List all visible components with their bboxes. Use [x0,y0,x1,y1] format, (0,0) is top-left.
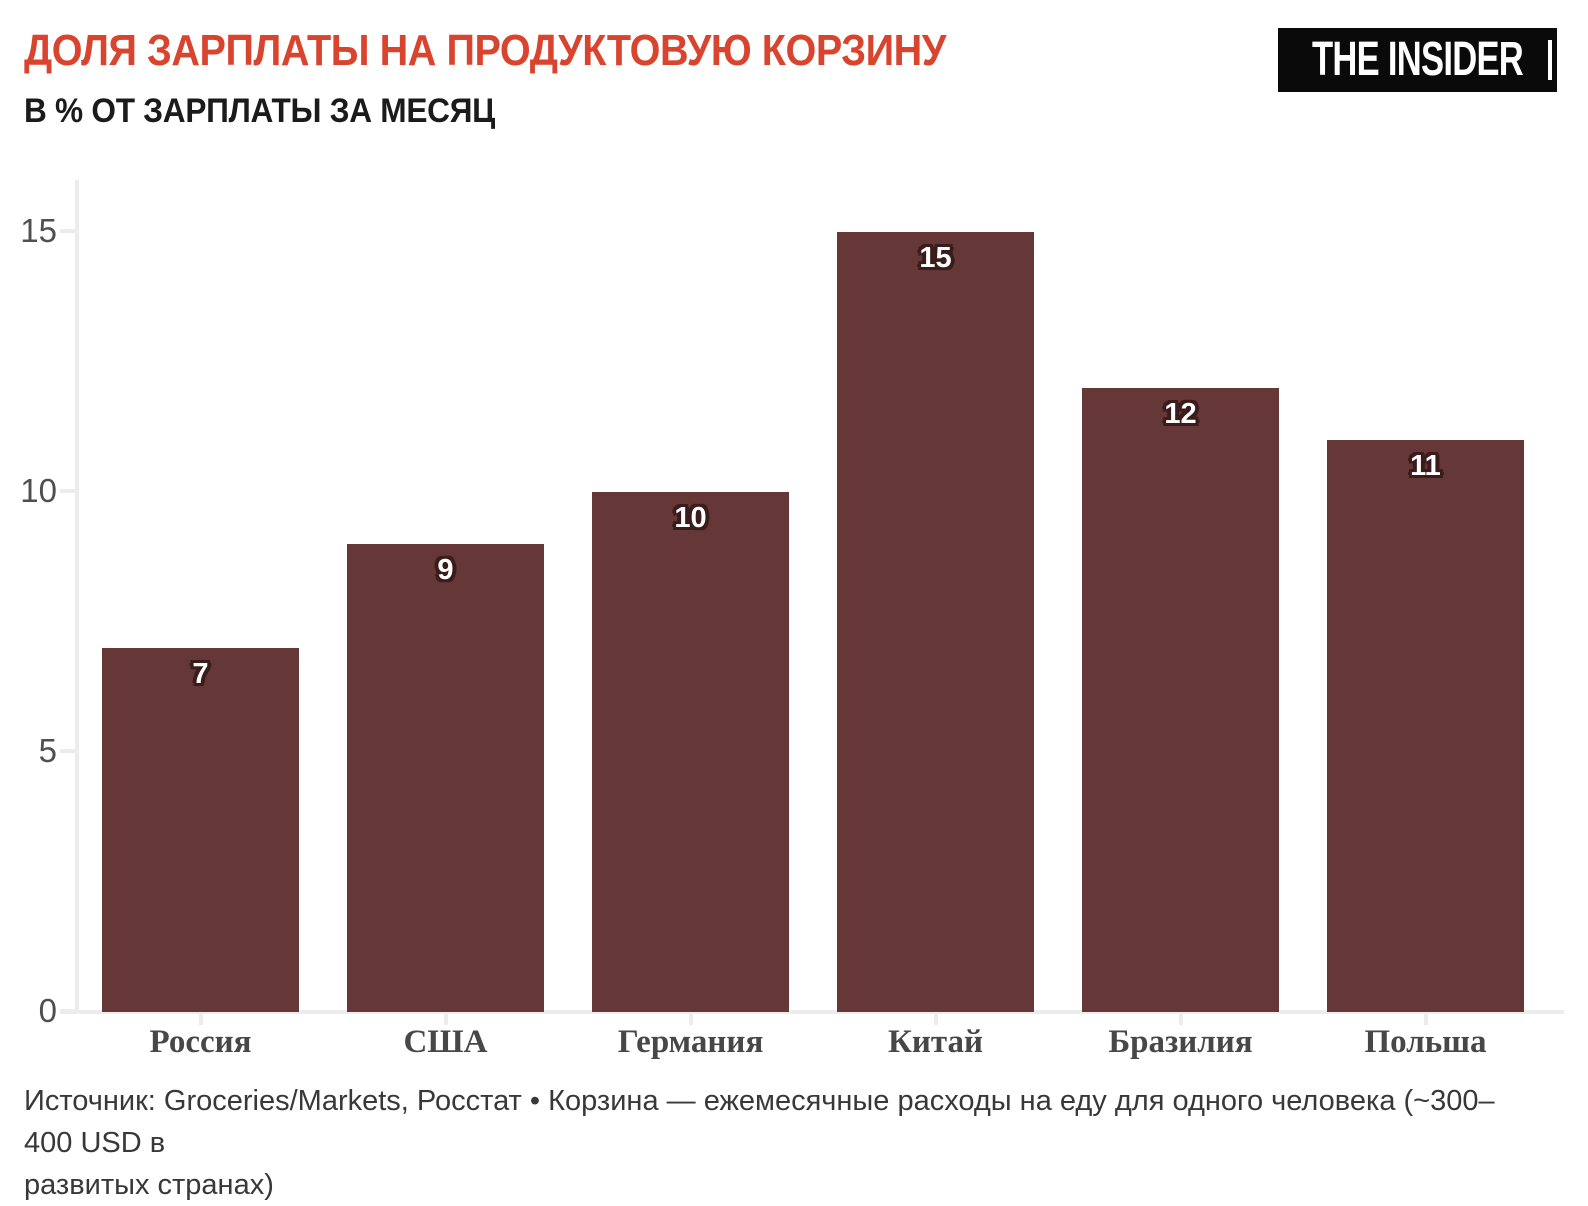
bar-value-label: 12 [1164,398,1197,430]
bar-value-label: 10 [674,502,707,534]
x-axis-tick [443,1012,448,1025]
page-subtitle: В % ОТ ЗАРПЛАТЫ ЗА МЕСЯЦ [24,92,496,130]
x-axis-category-label: Бразилия [1108,1024,1253,1060]
x-axis-category-label: США [403,1024,488,1060]
bar: 12 [1082,388,1279,1012]
x-axis-category-label: Россия [149,1024,252,1060]
bar: 11 [1327,440,1524,1012]
bar-value-label: 11 [1410,450,1441,482]
bar-value-label: 15 [919,242,952,274]
y-axis-tick-label: 15 [20,212,57,249]
x-axis-tick [1423,1012,1428,1025]
bar: 15 [837,232,1034,1012]
bar: 10 [592,492,789,1012]
source-note: Источник: Groceries/Markets, Росстат • К… [24,1085,1495,1201]
y-axis-tick-label: 0 [38,992,57,1029]
bar: 7 [102,648,299,1012]
the-insider-logo: THE INSIDER [1278,28,1557,92]
x-axis-category-label: Германия [617,1024,764,1060]
bar-value-label: 7 [192,658,209,690]
x-axis-tick [198,1012,203,1025]
x-axis-category-label: Китай [887,1024,984,1060]
x-axis-category-label: Польша [1364,1024,1487,1060]
y-axis-tick [60,229,76,233]
bar: 9 [347,544,544,1012]
x-axis-tick [933,1012,938,1025]
logo-text: THE INSIDER [1312,33,1524,86]
y-axis-tick [60,749,76,753]
y-axis-tick-label: 5 [38,732,57,769]
y-axis-tick-label: 10 [20,472,57,509]
y-axis-line [75,180,79,1014]
bar-value-label: 9 [437,554,454,586]
y-axis-tick [60,489,76,493]
x-axis-baseline [60,1010,1564,1014]
logo-cursor-bar [1548,40,1552,80]
y-axis-tick [60,1009,76,1013]
x-axis-tick [1178,1012,1183,1025]
x-axis-tick [688,1012,693,1025]
page-title: ДОЛЯ ЗАРПЛАТЫ НА ПРОДУКТОВУЮ КОРЗИНУ [24,26,946,75]
